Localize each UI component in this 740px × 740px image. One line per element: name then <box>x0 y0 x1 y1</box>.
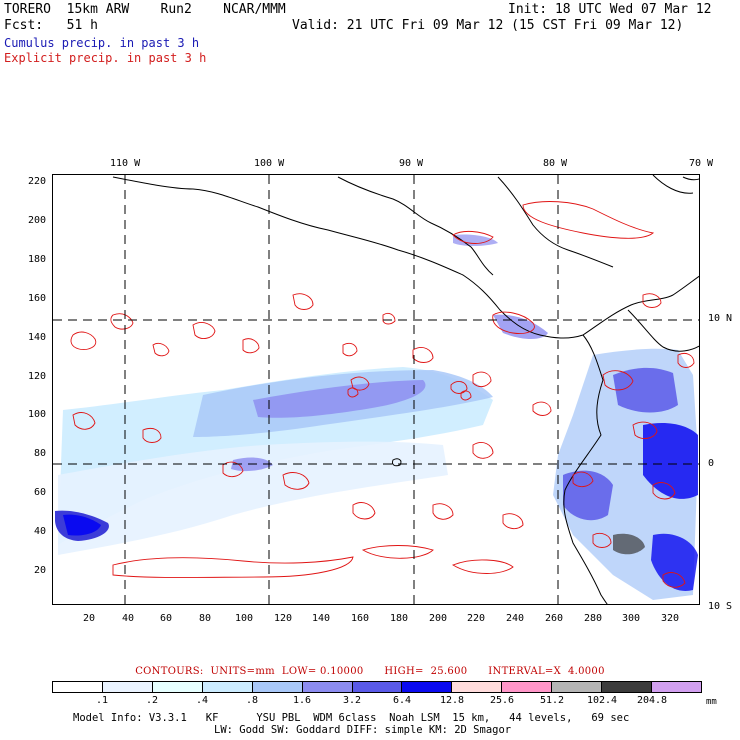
explicit-legend: Explicit precip. in past 3 h <box>4 51 207 65</box>
colorbar-swatch <box>102 682 153 692</box>
colorbar-swatch <box>152 682 203 692</box>
colorbar-swatch <box>352 682 403 692</box>
colorbar-label: 6.4 <box>392 695 412 706</box>
colorbar-swatch <box>552 682 603 692</box>
y-tick-180: 180 <box>27 254 46 265</box>
lon-label-80w: 80 W <box>543 158 568 169</box>
x-tick-280: 280 <box>583 613 603 624</box>
cumulus-legend: Cumulus precip. in past 3 h <box>4 36 200 50</box>
colorbar-label: 1.6 <box>292 695 312 706</box>
x-tick-80: 80 <box>198 613 212 624</box>
y-tick-80: 80 <box>33 448 46 459</box>
colorbar-swatch <box>402 682 453 692</box>
x-tick-140: 140 <box>311 613 331 624</box>
lon-label-110w: 110 W <box>110 158 141 169</box>
colorbar <box>52 681 702 693</box>
y-tick-60: 60 <box>33 487 46 498</box>
explicit-precip-contours <box>70 201 695 588</box>
x-tick-240: 240 <box>505 613 525 624</box>
colorbar-label: .2 <box>145 695 159 706</box>
x-tick-260: 260 <box>544 613 564 624</box>
forecast-hour: Fcst: 51 h <box>4 18 98 33</box>
colorbar-label: .4 <box>195 695 209 706</box>
x-tick-40: 40 <box>121 613 135 624</box>
y-tick-40: 40 <box>33 526 46 537</box>
colorbar-swatch <box>502 682 553 692</box>
y-tick-100: 100 <box>27 409 46 420</box>
x-tick-60: 60 <box>159 613 173 624</box>
colorbar-label: 3.2 <box>342 695 362 706</box>
x-tick-200: 200 <box>428 613 448 624</box>
precip-map <box>52 174 700 605</box>
lon-label-100w: 100 W <box>254 158 285 169</box>
colorbar-label: 51.2 <box>539 695 565 706</box>
y-tick-160: 160 <box>27 293 46 304</box>
lat-label-0: 0 <box>708 458 715 469</box>
y-tick-200: 200 <box>27 215 46 226</box>
lat-label-10n: 10 N <box>708 313 733 324</box>
colorbar-swatch <box>452 682 503 692</box>
init-time: Init: 18 UTC Wed 07 Mar 12 <box>508 2 712 17</box>
x-tick-20: 20 <box>82 613 96 624</box>
y-tick-220: 220 <box>27 176 46 187</box>
x-tick-320: 320 <box>660 613 680 624</box>
x-tick-300: 300 <box>621 613 641 624</box>
lat-label-10s: 10 S <box>708 601 733 612</box>
colorbar-swatch <box>252 682 303 692</box>
x-tick-180: 180 <box>389 613 409 624</box>
y-tick-140: 140 <box>27 332 46 343</box>
x-tick-100: 100 <box>234 613 254 624</box>
lon-label-90w: 90 W <box>399 158 424 169</box>
colorbar-label: .1 <box>95 695 109 706</box>
colorbar-swatch <box>202 682 253 692</box>
valid-time: Valid: 21 UTC Fri 09 Mar 12 (15 CST Fri … <box>292 18 684 33</box>
colorbar-swatch <box>53 682 103 692</box>
coastlines <box>112 175 699 604</box>
x-tick-220: 220 <box>466 613 486 624</box>
y-tick-20: 20 <box>33 565 46 576</box>
colorbar-swatch <box>302 682 353 692</box>
lon-label-70w: 70 W <box>689 158 714 169</box>
colorbar-unit: mm <box>706 697 717 707</box>
model-info: Model Info: V3.3.1 KF YSU PBL WDM 6class… <box>73 712 630 724</box>
y-tick-120: 120 <box>27 371 46 382</box>
contour-info: CONTOURS: UNITS=mm LOW= 0.10000 HIGH= 25… <box>135 666 605 677</box>
physics-info: LW: Godd SW: Goddard DIFF: simple KM: 2D… <box>214 724 512 736</box>
colorbar-label: 204.8 <box>636 695 668 706</box>
latlon-grid <box>53 175 699 604</box>
colorbar-swatch <box>602 682 653 692</box>
colorbar-label: .8 <box>245 695 259 706</box>
andes-convection <box>553 348 698 600</box>
cumulus-precip-band <box>55 367 493 555</box>
colorbar-label: 102.4 <box>586 695 618 706</box>
model-title: TORERO 15km ARW Run2 NCAR/MMM <box>4 2 286 17</box>
colorbar-label: 25.6 <box>489 695 515 706</box>
colorbar-label: 12.8 <box>439 695 465 706</box>
x-tick-160: 160 <box>350 613 370 624</box>
x-tick-120: 120 <box>273 613 293 624</box>
colorbar-swatch <box>652 682 701 692</box>
map-canvas <box>53 175 699 604</box>
